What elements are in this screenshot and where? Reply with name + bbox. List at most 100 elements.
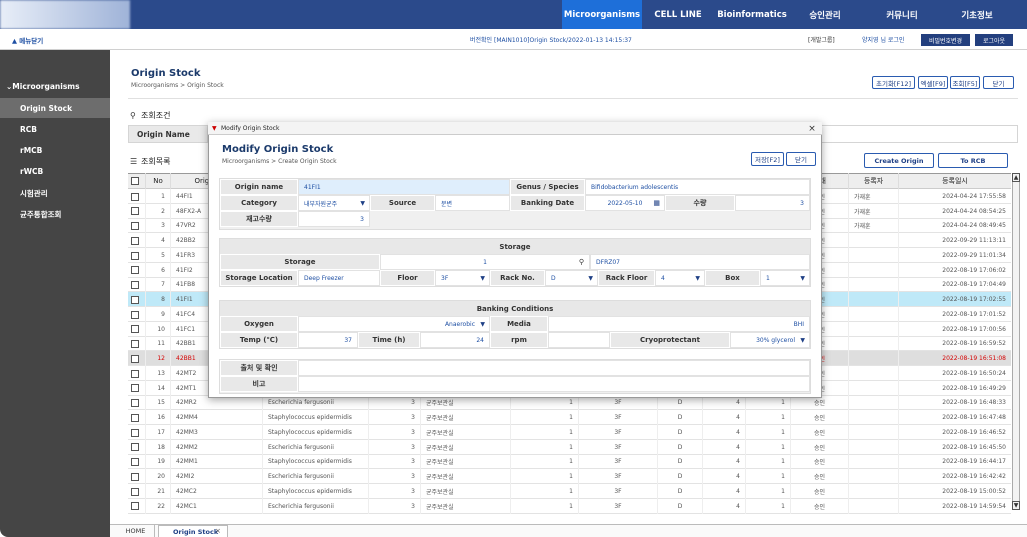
checkbox[interactable] <box>131 310 139 319</box>
checkbox[interactable] <box>131 413 139 422</box>
select-field[interactable]: 내부자원균주 ▼ <box>298 195 370 211</box>
checkbox[interactable] <box>131 384 139 393</box>
checkbox[interactable] <box>131 177 139 185</box>
sidebar-item[interactable]: rMCB <box>20 145 43 155</box>
nav-item[interactable]: Bioinformatics <box>717 9 787 20</box>
table-cell: 가재훈 <box>848 203 898 219</box>
table-cell: 가재훈 <box>848 218 898 234</box>
checkbox[interactable] <box>131 192 139 201</box>
select-field[interactable]: D ▼ <box>545 270 598 286</box>
scroll-down[interactable]: ▼ <box>1012 501 1020 510</box>
checkbox[interactable] <box>131 443 139 452</box>
checkbox[interactable] <box>131 428 139 437</box>
input-field[interactable]: Bifidobacterium adolescentis <box>585 179 810 195</box>
input-field[interactable]: 37 <box>298 332 358 348</box>
input-field[interactable]: 24 <box>420 332 490 348</box>
tab[interactable]: HOME <box>117 525 155 537</box>
table-cell: 3F <box>578 425 657 440</box>
checkbox[interactable] <box>131 266 139 275</box>
select-field[interactable]: 1 ▼ <box>760 270 810 286</box>
input-field[interactable]: 1 ⚲ <box>380 254 590 270</box>
checkbox[interactable] <box>131 222 139 230</box>
checkbox[interactable] <box>131 399 139 407</box>
section-title: Storage <box>220 239 810 254</box>
nav-item[interactable]: 커뮤니티 <box>886 10 918 21</box>
checkbox[interactable] <box>131 458 139 466</box>
input-field[interactable]: BHI <box>548 316 810 332</box>
input-field[interactable]: Deep Freezer <box>298 270 380 286</box>
input-field[interactable]: 3 <box>735 195 810 211</box>
input-field[interactable] <box>298 360 810 376</box>
calendar-icon[interactable]: ▦ <box>653 199 660 207</box>
checkbox[interactable] <box>131 295 139 304</box>
input-field[interactable] <box>298 376 810 392</box>
input-field[interactable]: 2022-05-10 ▦ <box>585 195 665 211</box>
checkbox[interactable] <box>131 487 139 496</box>
sidebar-item[interactable]: RCB <box>20 124 37 134</box>
checkbox[interactable] <box>131 281 139 289</box>
scroll-up[interactable]: ▲ <box>1012 173 1020 182</box>
page-button[interactable]: 조회[F5] <box>950 76 980 89</box>
list-button[interactable]: To RCB <box>938 153 1008 168</box>
table-cell: 2022-08-19 16:45:50 <box>898 439 1011 455</box>
field-label: 출처 및 확인 <box>220 360 298 376</box>
checkbox[interactable] <box>131 325 139 334</box>
table-cell: 18 <box>145 439 170 455</box>
dropdown-arrow: ▼ <box>695 274 700 282</box>
header-button[interactable]: 비밀번호변경 <box>921 34 970 46</box>
dropdown-arrow: ▼ <box>480 274 485 282</box>
field-label: Rack No. <box>490 270 545 286</box>
input-field[interactable]: 분변 <box>435 195 510 211</box>
column-header: No <box>145 173 170 189</box>
modal-close[interactable]: × <box>808 123 816 134</box>
table-cell <box>848 262 898 278</box>
sidebar-item[interactable]: rWCB <box>20 166 44 176</box>
modal-button[interactable]: 저장[F2] <box>751 152 784 166</box>
modal-button[interactable]: 닫기 <box>786 152 816 166</box>
checkbox[interactable] <box>131 207 139 216</box>
field-label: Time (h) <box>358 332 420 348</box>
table-cell <box>848 277 898 293</box>
table-cell: D <box>657 498 702 514</box>
modal-titlebar <box>208 122 822 135</box>
checkbox[interactable] <box>131 502 139 511</box>
input-field[interactable] <box>548 332 610 348</box>
checkbox[interactable] <box>131 236 139 245</box>
table-cell: 1 <box>745 395 790 411</box>
input-field[interactable]: 3 <box>298 211 370 227</box>
sidebar-item[interactable]: Origin Stock <box>0 98 110 118</box>
nav-item[interactable]: Microorganisms <box>562 0 642 29</box>
select-field[interactable]: 4 ▼ <box>655 270 705 286</box>
sidebar-item[interactable]: 시험관리 <box>20 188 48 198</box>
checkbox[interactable] <box>131 369 139 378</box>
column-header: 등록일시 <box>898 173 1011 189</box>
table-cell <box>848 498 898 514</box>
header-button[interactable]: 로그아웃 <box>975 34 1013 46</box>
page-button[interactable]: 초기화[F12] <box>872 76 915 89</box>
checkbox[interactable] <box>131 251 139 260</box>
table-cell: 41FC4 <box>170 307 262 322</box>
dropdown-arrow: ▼ <box>800 336 805 344</box>
select-field[interactable]: 3F ▼ <box>435 270 490 286</box>
sidebar-item[interactable]: 균주통합조회 <box>20 209 62 219</box>
input-field[interactable]: 41FI1 <box>298 179 510 195</box>
checkbox[interactable] <box>131 472 139 481</box>
nav-item[interactable]: 승인관리 <box>809 10 841 21</box>
checkbox[interactable] <box>131 340 139 348</box>
search-icon[interactable]: ⚲ <box>578 258 584 266</box>
page-button[interactable]: 엑셀[F9] <box>918 76 948 89</box>
table-cell: 41FR3 <box>170 248 262 263</box>
sidebar-section: ⌄ Microorganisms <box>6 82 80 91</box>
tab[interactable]: Origin Stock <box>158 525 228 537</box>
table-cell: 3 <box>145 218 170 234</box>
page-button[interactable]: 닫기 <box>983 76 1014 89</box>
nav-item[interactable]: 기초정보 <box>961 10 993 21</box>
nav-item[interactable]: CELL LINE <box>654 9 702 20</box>
select-field[interactable]: 30% glycerol ▼ <box>730 332 810 348</box>
tab-close[interactable]: × <box>215 527 221 535</box>
checkbox[interactable] <box>131 354 139 363</box>
select-field[interactable]: Anaerobic ▼ <box>298 316 490 332</box>
list-button[interactable]: Create Origin <box>864 153 934 168</box>
menu-toggle[interactable]: ▲ 메뉴닫기 <box>12 36 44 45</box>
table-cell: 1 <box>510 395 578 411</box>
